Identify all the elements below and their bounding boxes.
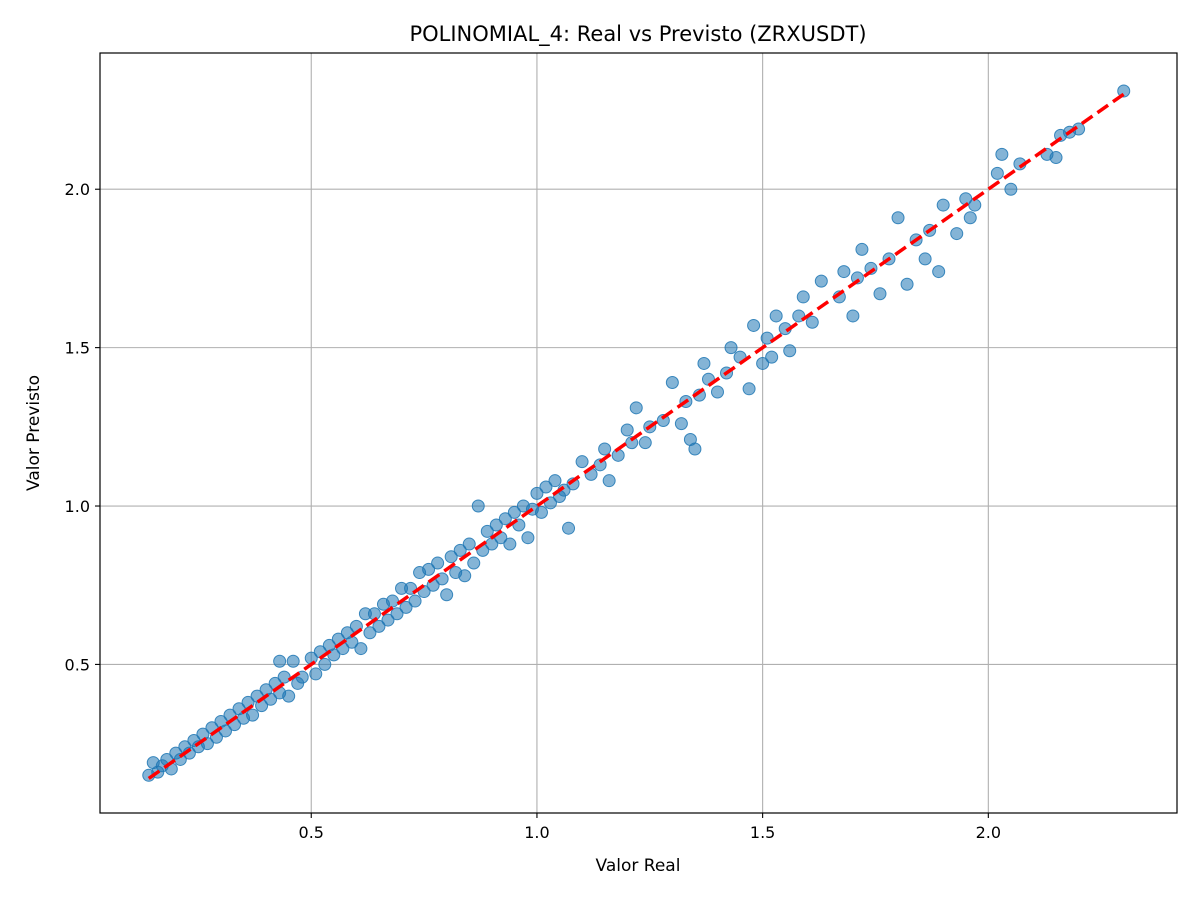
- data-point: [575, 455, 589, 469]
- data-point: [282, 689, 296, 703]
- data-point: [372, 619, 386, 633]
- data-point: [625, 436, 639, 450]
- data-point: [846, 309, 860, 323]
- y-tick-label: 1.0: [65, 497, 90, 516]
- x-tick-label: 0.5: [299, 823, 324, 842]
- y-tick-label: 0.5: [65, 655, 90, 674]
- data-point: [629, 401, 643, 415]
- data-point: [602, 474, 616, 488]
- data-point: [1004, 182, 1018, 196]
- data-point: [796, 290, 810, 304]
- data-point: [539, 480, 553, 494]
- data-point: [246, 708, 260, 722]
- data-point: [783, 344, 797, 358]
- data-point: [453, 543, 467, 557]
- y-axis-label: Valor Previsto: [24, 375, 44, 491]
- data-point: [598, 442, 612, 456]
- data-point: [273, 654, 287, 668]
- data-point: [620, 423, 634, 437]
- data-point: [688, 442, 702, 456]
- data-point: [747, 318, 761, 332]
- data-point: [891, 211, 905, 225]
- data-point: [462, 537, 476, 551]
- data-point: [498, 512, 512, 526]
- data-point: [963, 211, 977, 225]
- data-point: [742, 382, 756, 396]
- data-point: [363, 626, 377, 640]
- data-point: [548, 474, 562, 488]
- data-point: [480, 524, 494, 538]
- data-point: [756, 356, 770, 370]
- x-tick-label: 2.0: [976, 823, 1001, 842]
- data-point: [950, 227, 964, 241]
- data-point: [724, 341, 738, 355]
- data-point: [458, 569, 472, 583]
- data-point: [385, 594, 399, 608]
- data-point: [995, 147, 1009, 161]
- chart-title: POLINOMIAL_4: Real vs Previsto (ZRXUSDT): [409, 22, 866, 47]
- data-point: [431, 556, 445, 570]
- plot-frame: [99, 52, 1178, 814]
- data-point: [489, 518, 503, 532]
- data-point: [503, 537, 517, 551]
- data-point: [467, 556, 481, 570]
- data-point: [471, 499, 485, 513]
- data-point: [674, 417, 688, 431]
- data-point: [534, 505, 548, 519]
- data-point: [765, 350, 779, 364]
- data-point: [507, 505, 521, 519]
- data-point: [390, 607, 404, 621]
- data-point: [918, 252, 932, 266]
- x-tick-label: 1.0: [524, 823, 549, 842]
- data-point: [381, 613, 395, 627]
- data-point: [638, 436, 652, 450]
- y-tick-label: 2.0: [65, 180, 90, 199]
- data-points: [142, 84, 1131, 782]
- data-point: [837, 265, 851, 279]
- data-point: [932, 265, 946, 279]
- data-point: [769, 309, 783, 323]
- data-point: [399, 600, 413, 614]
- data-point: [855, 242, 869, 256]
- data-point: [562, 521, 576, 535]
- x-axis-label: Valor Real: [596, 856, 681, 876]
- data-point: [936, 198, 950, 212]
- data-point: [900, 277, 914, 291]
- data-point: [408, 594, 422, 608]
- axis-ticks: 0.5 1.0 1.5 2.0 0.5 1.0 1.5 2.0: [65, 180, 1002, 842]
- data-point: [422, 562, 436, 576]
- data-point: [521, 531, 535, 545]
- y-tick-label: 1.5: [65, 339, 90, 358]
- data-point: [354, 642, 368, 656]
- data-point: [1049, 151, 1063, 165]
- data-point: [277, 670, 291, 684]
- data-point: [697, 356, 711, 370]
- data-point: [814, 274, 828, 288]
- data-point: [990, 166, 1004, 180]
- data-point: [309, 667, 323, 681]
- data-point: [710, 385, 724, 399]
- reference-line: [147, 92, 1125, 780]
- data-point: [286, 654, 300, 668]
- data-point: [530, 486, 544, 500]
- data-point: [665, 375, 679, 389]
- data-point: [873, 287, 887, 301]
- data-point: [1117, 84, 1131, 98]
- data-point: [444, 550, 458, 564]
- x-tick-label: 1.5: [750, 823, 775, 842]
- data-point: [805, 315, 819, 329]
- data-point: [318, 657, 332, 671]
- data-point: [850, 271, 864, 285]
- data-point: [656, 413, 670, 427]
- data-point: [440, 588, 454, 602]
